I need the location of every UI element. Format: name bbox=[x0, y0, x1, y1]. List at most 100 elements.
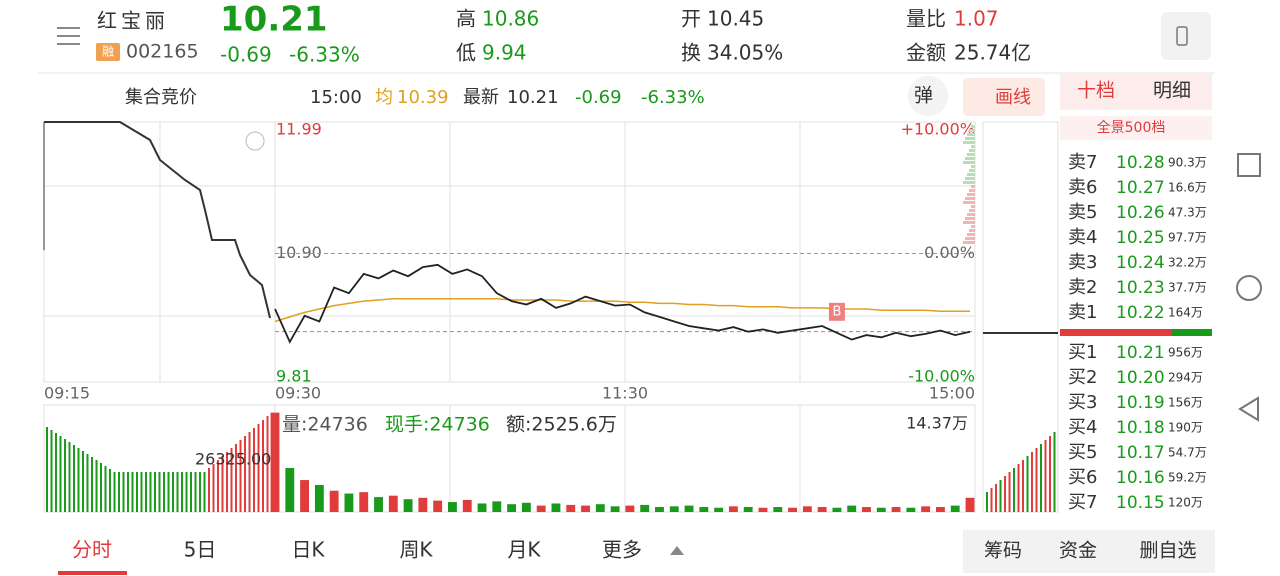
popup-button[interactable]: 弹 bbox=[914, 85, 933, 107]
auction-volume-bar bbox=[239, 440, 242, 512]
time-label: 11:30 bbox=[602, 384, 648, 403]
time-label: 09:15 bbox=[44, 384, 90, 403]
bottom-tab[interactable]: 日K bbox=[291, 538, 325, 562]
auction-volume-bar bbox=[113, 472, 116, 512]
after-volume-bar bbox=[1013, 468, 1015, 512]
auction-volume-bar bbox=[248, 432, 251, 512]
auction-line bbox=[44, 121, 271, 319]
stat-value: 25.74亿 bbox=[954, 41, 1031, 65]
volume-bar bbox=[492, 501, 502, 512]
book-label: 买7 bbox=[1068, 492, 1097, 513]
depth-bar bbox=[971, 205, 975, 208]
nav-square[interactable] bbox=[1237, 153, 1261, 177]
depth-bar bbox=[965, 157, 975, 160]
change-pct: -6.33% bbox=[641, 87, 705, 108]
nav-back[interactable] bbox=[1238, 396, 1259, 422]
help-icon[interactable] bbox=[245, 131, 265, 151]
auction-volume-bar bbox=[266, 416, 269, 512]
auction-volume-bar bbox=[118, 472, 120, 512]
tab[interactable]: 明细 bbox=[1153, 80, 1191, 102]
auction-volume-bar bbox=[86, 454, 89, 512]
bottom-tab[interactable]: 分时 bbox=[72, 538, 112, 562]
depth-bar bbox=[963, 221, 975, 224]
nav-circle[interactable] bbox=[1236, 275, 1262, 301]
volume-bar bbox=[684, 505, 694, 512]
auction-volume-bar bbox=[203, 472, 206, 512]
volume-bar bbox=[876, 507, 886, 512]
action-button[interactable]: 资金 bbox=[1059, 540, 1097, 562]
stat-value: 34.05% bbox=[707, 41, 783, 65]
device-button[interactable] bbox=[1161, 12, 1211, 60]
auction-volume-bar bbox=[59, 436, 62, 512]
auction-volume-bar bbox=[221, 456, 224, 512]
volume-bar bbox=[758, 507, 768, 512]
depth-bar bbox=[963, 141, 975, 144]
book-label: 卖2 bbox=[1068, 277, 1097, 298]
after-volume-bar bbox=[1035, 448, 1038, 512]
bottom-tab[interactable]: 更多 bbox=[602, 538, 642, 562]
auction-label: 集合竞价 bbox=[125, 87, 197, 108]
volume-bar bbox=[314, 485, 324, 512]
book-label: 买4 bbox=[1068, 417, 1097, 438]
depth-bar bbox=[965, 237, 975, 240]
badge: 融 bbox=[102, 45, 114, 59]
popup-button[interactable] bbox=[908, 76, 948, 116]
volume-bar bbox=[950, 505, 960, 512]
action-button[interactable]: 删自选 bbox=[1139, 540, 1196, 562]
book-volume: 90.3万 bbox=[1168, 156, 1207, 170]
book-price: 10.15 bbox=[1116, 493, 1165, 513]
auction-volume-bar bbox=[226, 452, 228, 512]
book-label: 卖1 bbox=[1068, 302, 1097, 323]
draw-button[interactable] bbox=[963, 78, 1045, 116]
pct-label: 0.00% bbox=[924, 243, 975, 262]
after-volume-bar bbox=[1053, 432, 1056, 512]
depth-bar bbox=[969, 189, 975, 192]
auction-volume-bar bbox=[77, 448, 80, 512]
depth-bar bbox=[971, 165, 975, 168]
volume-bar bbox=[891, 507, 901, 512]
depth-bar bbox=[963, 181, 975, 184]
book-price: 10.16 bbox=[1116, 468, 1165, 488]
book-price: 10.19 bbox=[1116, 393, 1165, 413]
auction-volume-bar bbox=[163, 472, 165, 512]
depth-bar bbox=[965, 177, 975, 180]
after-volume-bar bbox=[995, 484, 997, 512]
depth-bar bbox=[963, 241, 975, 244]
book-label: 卖6 bbox=[1068, 177, 1097, 198]
bottom-tab[interactable]: 5日 bbox=[184, 538, 217, 562]
draw-button[interactable]: 画线 bbox=[995, 87, 1031, 108]
tab[interactable]: 十档 bbox=[1077, 80, 1115, 102]
volume-bar bbox=[714, 507, 724, 512]
volume-bar bbox=[359, 492, 369, 512]
after-volume-bar bbox=[1026, 456, 1029, 512]
volume-bar bbox=[566, 504, 576, 512]
auction-volume-bar bbox=[95, 460, 98, 512]
auction-volume-bar bbox=[181, 472, 183, 512]
book-price: 10.27 bbox=[1116, 178, 1165, 198]
bottom-tab[interactable]: 月K bbox=[507, 538, 541, 562]
book-label: 卖4 bbox=[1068, 227, 1097, 248]
avg-value: 10.39 bbox=[397, 87, 449, 108]
volume-bar bbox=[536, 505, 546, 512]
book-volume: 156万 bbox=[1168, 396, 1203, 410]
volume-bar bbox=[743, 507, 753, 512]
menu-icon[interactable] bbox=[57, 27, 80, 45]
auction-volume-bar bbox=[109, 469, 111, 512]
after-volume-bar bbox=[1017, 464, 1020, 512]
depth-label[interactable]: 全景500档 bbox=[1097, 119, 1166, 136]
book-volume: 37.7万 bbox=[1168, 281, 1207, 295]
action-button[interactable]: 筹码 bbox=[984, 540, 1022, 562]
stat-label: 量比 bbox=[906, 7, 946, 31]
depth-bar bbox=[965, 217, 975, 220]
volume-bar bbox=[699, 507, 709, 512]
buy-marker: B bbox=[832, 304, 841, 319]
bottom-tab[interactable]: 周K bbox=[399, 538, 433, 562]
book-label: 买5 bbox=[1068, 442, 1097, 463]
depth-bar bbox=[967, 173, 975, 176]
y-tick-label: 11.99 bbox=[276, 120, 322, 139]
actions-bg bbox=[963, 530, 1215, 573]
auction-volume-bar bbox=[68, 442, 71, 512]
volume-bar bbox=[965, 497, 975, 512]
volume-bar bbox=[640, 504, 650, 512]
book-price: 10.24 bbox=[1116, 253, 1165, 273]
